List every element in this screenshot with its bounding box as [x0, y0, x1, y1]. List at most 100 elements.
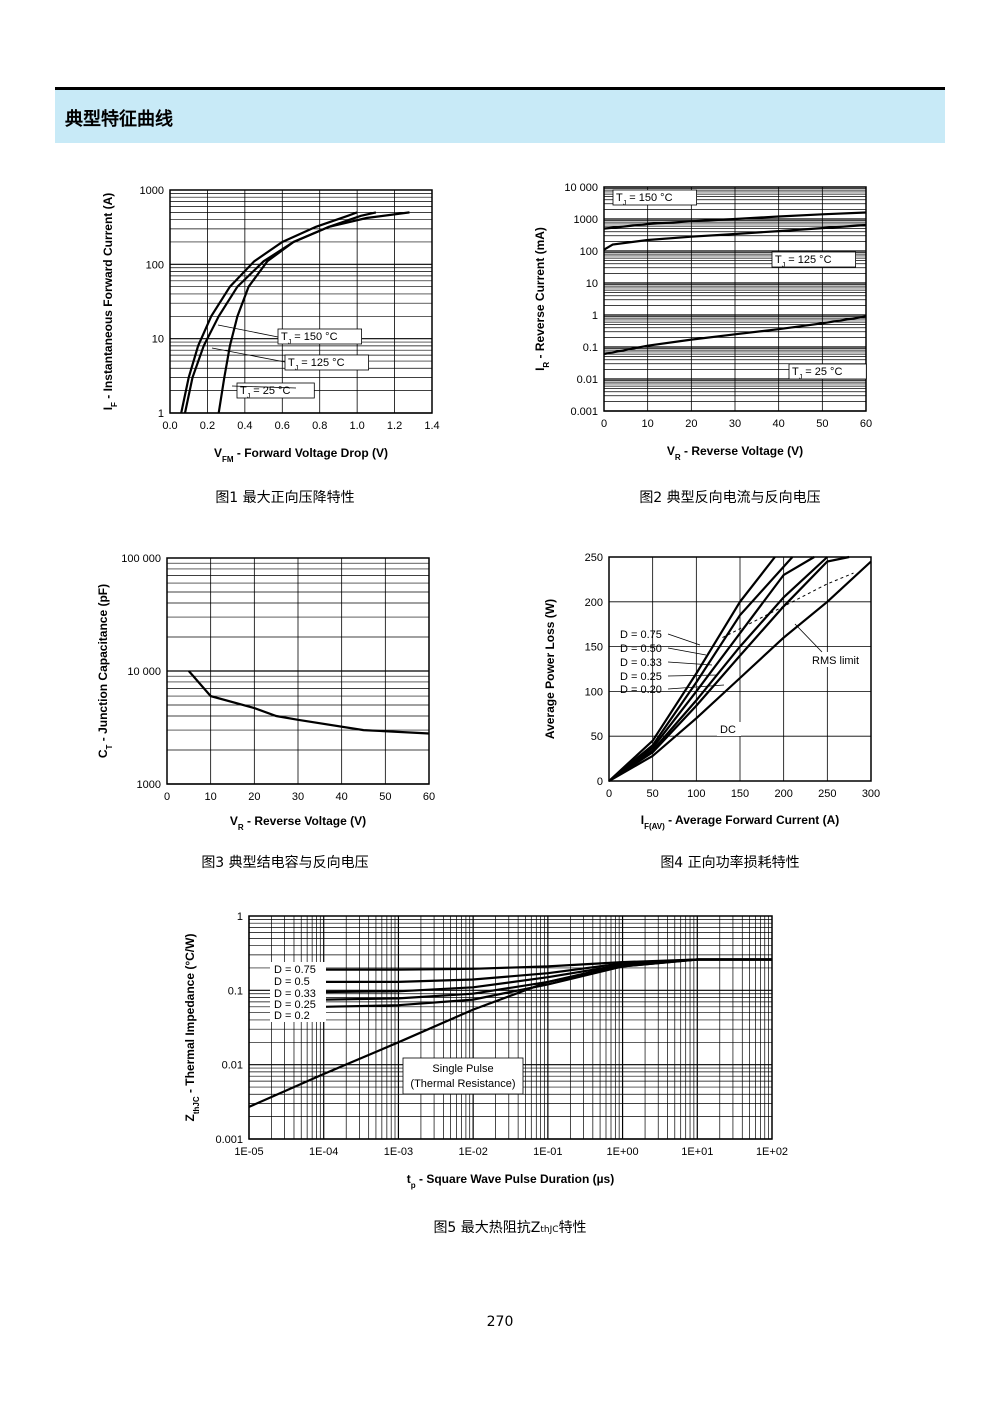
y-axis-label: Average Power Loss (W) — [543, 599, 557, 739]
y-tick-label: 10 000 — [127, 666, 161, 678]
plot-frame — [166, 557, 430, 785]
series-label-d: D = 0.5 — [274, 976, 310, 988]
series-label-d: D = 0.75 — [274, 964, 316, 976]
y-tick-label: 10 — [152, 334, 164, 346]
y-tick-label: 10 000 — [564, 182, 598, 194]
leader-line — [667, 661, 713, 666]
x-tick-label: 60 — [423, 791, 435, 803]
x-tick-label: 0 — [606, 788, 612, 800]
y-tick-label: 100 000 — [121, 553, 161, 565]
y-tick-label: 100 — [585, 686, 603, 698]
series-label-d: D = 0.33 — [620, 657, 662, 669]
y-tick-label: 250 — [585, 552, 603, 564]
series-line — [608, 560, 872, 782]
x-tick-label: 300 — [862, 788, 880, 800]
plot-frame — [248, 915, 773, 1140]
x-tick-label: 1E-01 — [533, 1146, 562, 1158]
y-tick-label: 0.01 — [577, 374, 598, 386]
series-label-125c: TJ = 125 °C — [288, 357, 345, 372]
series-label-d: D = 0.2 — [274, 1010, 310, 1022]
x-tick-label: 1E-02 — [458, 1146, 487, 1158]
leader-line — [667, 633, 701, 646]
y-tick-label: 50 — [591, 731, 603, 743]
y-tick-label: 200 — [585, 597, 603, 609]
series-line — [603, 223, 867, 251]
y-tick-label: 1 — [158, 408, 164, 420]
series-line — [608, 556, 776, 782]
thermal-resistance-label: (Thermal Resistance) — [410, 1078, 515, 1090]
plot-frame — [169, 189, 433, 414]
dc-label: DC — [720, 724, 736, 736]
figure-4-caption: 图4 正向功率损耗特性 — [660, 855, 800, 871]
x-tick-label: 10 — [642, 418, 654, 430]
series-label-150c-box — [612, 189, 697, 206]
x-tick-label: 0.6 — [275, 420, 290, 432]
x-axis-label: VR - Reverse Voltage (V) — [667, 444, 803, 462]
y-tick-label: 0.1 — [583, 342, 598, 354]
x-tick-label: 20 — [248, 791, 260, 803]
x-tick-label: 250 — [818, 788, 836, 800]
x-tick-label: 0 — [601, 418, 607, 430]
series-line — [180, 211, 358, 414]
x-axis-label: IF(AV) - Average Forward Current (A) — [641, 813, 840, 831]
series-label-25c-box — [788, 363, 867, 380]
x-tick-label: 1E-03 — [384, 1146, 413, 1158]
annotation-bg — [717, 722, 741, 736]
series-label-25c: TJ = 25 °C — [792, 366, 842, 381]
annotation-box — [402, 1057, 524, 1095]
y-tick-label: 1000 — [140, 185, 164, 197]
x-tick-label: 200 — [774, 788, 792, 800]
series-label-150c: TJ = 150 °C — [616, 192, 673, 207]
legend-bg — [270, 962, 326, 1022]
series-label-d: D = 0.25 — [620, 671, 662, 683]
series-line — [608, 555, 850, 782]
x-tick-label: 0.2 — [200, 420, 215, 432]
series-line — [608, 556, 815, 782]
series-line — [183, 211, 377, 414]
x-tick-label: 1E+00 — [607, 1146, 639, 1158]
series-label-150c: TJ = 150 °C — [281, 331, 338, 346]
x-tick-label: 60 — [860, 418, 872, 430]
plot-frame — [603, 186, 867, 412]
leader-line — [217, 324, 279, 338]
y-axis-label: ZthJC - Thermal Impedance (°C/W) — [183, 934, 201, 1122]
x-tick-label: 30 — [729, 418, 741, 430]
x-tick-label: 1E+01 — [681, 1146, 713, 1158]
y-tick-label: 1 — [237, 911, 243, 923]
x-tick-label: 1E+02 — [756, 1146, 788, 1158]
plot-area — [170, 190, 432, 413]
x-tick-label: 40 — [336, 791, 348, 803]
figure-3-caption: 图3 典型结电容与反向电压 — [201, 855, 369, 871]
x-tick-label: 0.0 — [162, 420, 177, 432]
series-line — [603, 211, 867, 230]
y-axis-label: CT - Junction Capacitance (pF) — [96, 584, 114, 758]
figure-2-caption: 图2 典型反向电流与反向电压 — [639, 490, 821, 506]
x-tick-label: 100 — [687, 788, 705, 800]
single-pulse-label: Single Pulse — [432, 1063, 493, 1075]
y-tick-label: 100 — [146, 259, 164, 271]
y-tick-label: 0.1 — [228, 985, 243, 997]
series-label-150c-box — [277, 328, 362, 345]
series-label-25c: TJ = 25 °C — [240, 385, 290, 400]
leader-line — [211, 347, 286, 363]
series-line — [248, 958, 772, 1108]
x-tick-label: 1.0 — [349, 420, 364, 432]
series-label-125c-box — [284, 354, 369, 371]
x-tick-label: 0.4 — [237, 420, 252, 432]
series-label-d: D = 0.20 — [620, 684, 662, 696]
y-tick-label: 10 — [586, 278, 598, 290]
y-tick-label: 100 — [580, 246, 598, 258]
x-tick-label: 30 — [292, 791, 304, 803]
x-tick-label: 150 — [731, 788, 749, 800]
y-tick-label: 1000 — [574, 214, 598, 226]
series-label-d: D = 0.25 — [274, 999, 316, 1011]
x-tick-label: 0.8 — [312, 420, 327, 432]
x-tick-label: 10 — [205, 791, 217, 803]
series-label-125c: TJ = 125 °C — [775, 254, 832, 269]
y-tick-label: 1 — [592, 310, 598, 322]
series-line — [603, 315, 867, 356]
